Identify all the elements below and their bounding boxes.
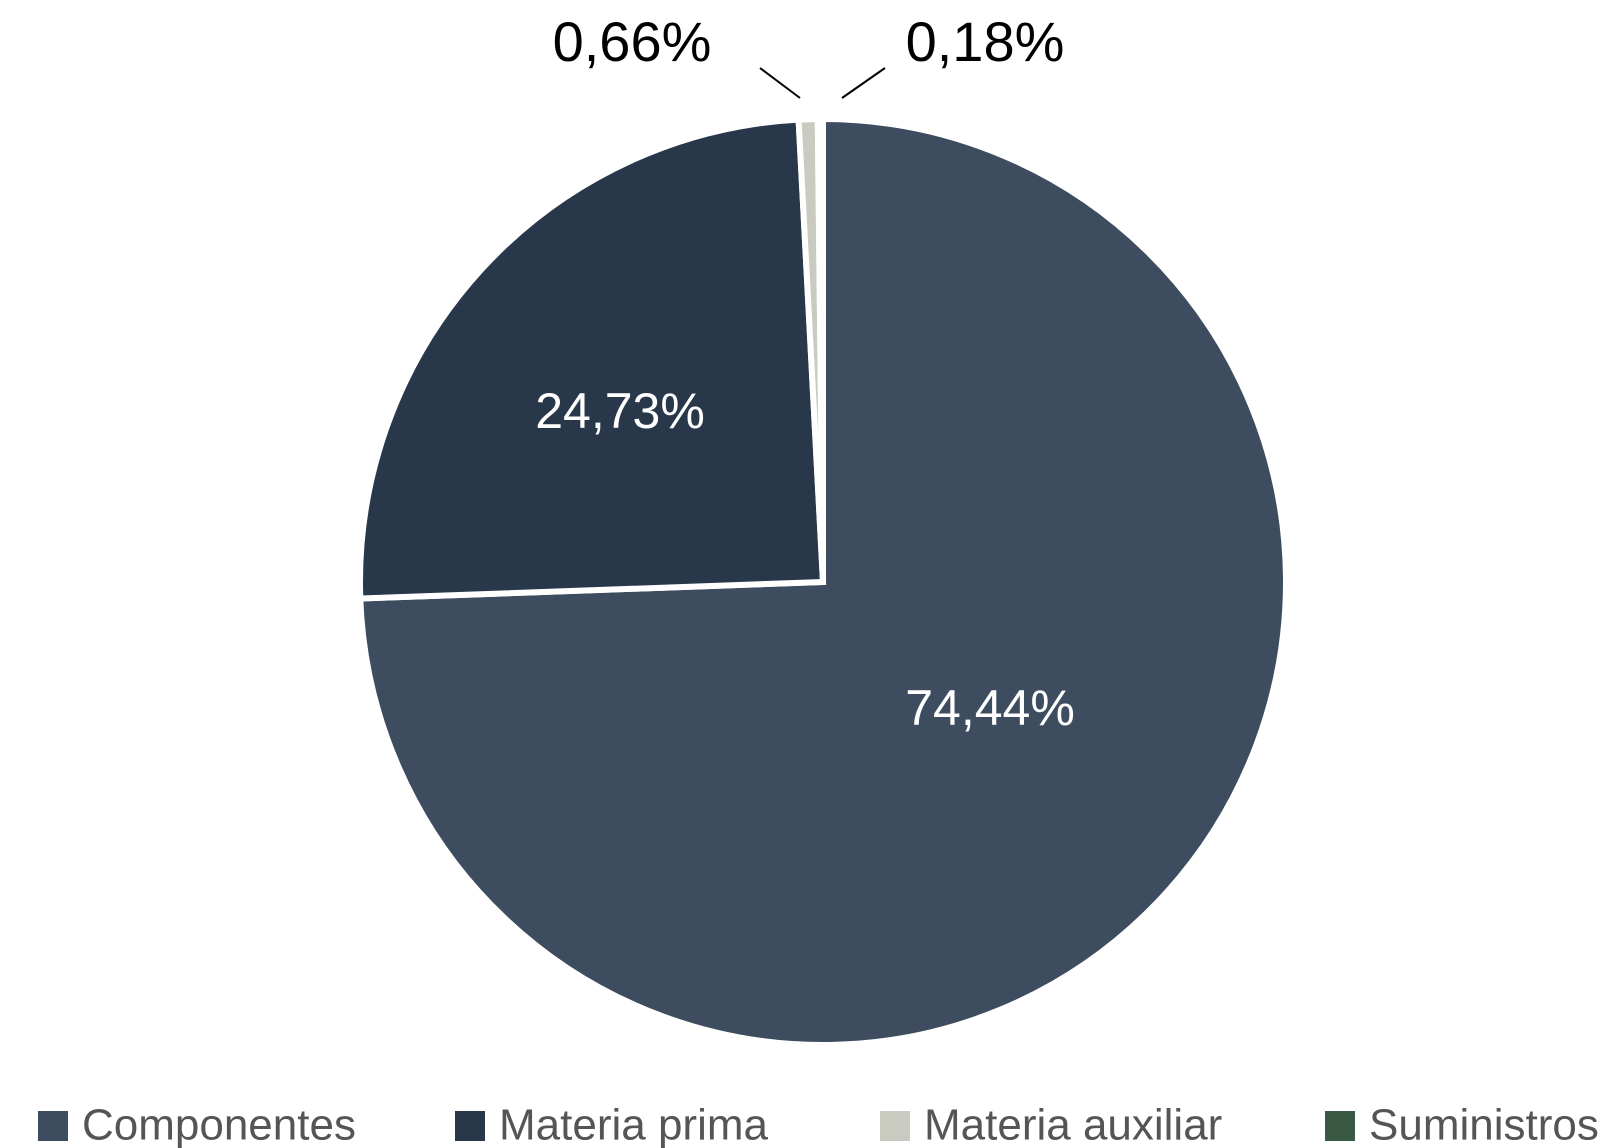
legend-label: Componentes [82, 1101, 356, 1148]
data-label: 0,18% [906, 10, 1065, 73]
data-label: 74,44% [905, 680, 1075, 736]
legend-swatch [455, 1111, 485, 1141]
data-label: 0,66% [553, 10, 712, 73]
legend-swatch [38, 1111, 68, 1141]
pie-slice [814, 115, 826, 583]
legend-swatch [880, 1111, 910, 1141]
leader-line [759, 67, 801, 99]
leader-line [841, 67, 886, 99]
legend-label: Suministros [1369, 1101, 1599, 1148]
data-label: 24,73% [535, 383, 705, 439]
pie-slice [357, 116, 827, 602]
legend-swatch [1325, 1111, 1355, 1141]
legend-label: Materia auxiliar [924, 1101, 1222, 1148]
legend-label: Materia prima [499, 1101, 768, 1148]
